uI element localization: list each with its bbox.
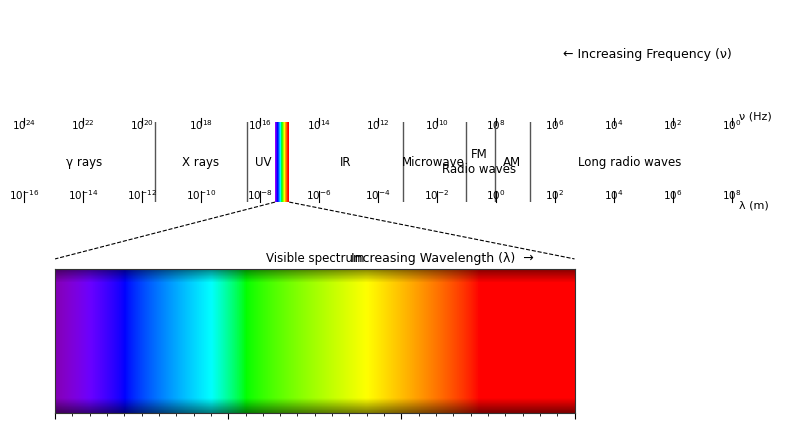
- Text: $10^{2}$: $10^{2}$: [545, 188, 564, 202]
- Text: $10^{4}$: $10^{4}$: [604, 188, 623, 202]
- Text: $10^{-16}$: $10^{-16}$: [9, 188, 39, 202]
- Text: $10^{8}$: $10^{8}$: [486, 118, 505, 132]
- Text: $10^{6}$: $10^{6}$: [545, 118, 564, 132]
- Bar: [278, 122, 279, 202]
- Bar: [276, 122, 277, 202]
- Text: $10^{-6}$: $10^{-6}$: [306, 188, 331, 202]
- Bar: [287, 122, 288, 202]
- Bar: [285, 122, 286, 202]
- Text: γ rays: γ rays: [65, 156, 102, 168]
- Text: $10^{12}$: $10^{12}$: [366, 118, 390, 132]
- Text: $10^{-2}$: $10^{-2}$: [424, 188, 449, 202]
- Text: Increasing Wavelength (λ)  →: Increasing Wavelength (λ) →: [351, 253, 534, 265]
- Text: IR: IR: [340, 156, 352, 168]
- Text: UV: UV: [255, 156, 272, 168]
- Text: Long radio waves: Long radio waves: [578, 156, 681, 168]
- Bar: [280, 122, 281, 202]
- Text: $10^{22}$: $10^{22}$: [71, 118, 94, 132]
- Text: $10^{10}$: $10^{10}$: [425, 118, 449, 132]
- Text: λ (m): λ (m): [739, 201, 769, 211]
- Text: FM
Radio waves: FM Radio waves: [442, 148, 516, 176]
- Text: $10^{-8}$: $10^{-8}$: [247, 188, 272, 202]
- Text: $10^{2}$: $10^{2}$: [663, 118, 682, 132]
- Text: X rays: X rays: [182, 156, 220, 168]
- Text: $10^{0}$: $10^{0}$: [486, 188, 505, 202]
- Bar: [282, 122, 283, 202]
- Text: $10^{-14}$: $10^{-14}$: [68, 188, 98, 202]
- Bar: [281, 122, 282, 202]
- Bar: [283, 122, 285, 202]
- Text: $10^{24}$: $10^{24}$: [12, 118, 35, 132]
- Text: $10^{0}$: $10^{0}$: [722, 118, 741, 132]
- Text: $10^{18}$: $10^{18}$: [189, 118, 212, 132]
- Text: $10^{14}$: $10^{14}$: [307, 118, 331, 132]
- Bar: [275, 122, 276, 202]
- Text: Microwave: Microwave: [401, 156, 464, 168]
- Bar: [277, 122, 278, 202]
- Text: $10^{6}$: $10^{6}$: [663, 188, 682, 202]
- Text: $10^{16}$: $10^{16}$: [248, 118, 272, 132]
- Text: Visible spectrum: Visible spectrum: [265, 252, 364, 265]
- Bar: [279, 122, 280, 202]
- Text: $10^{8}$: $10^{8}$: [722, 188, 741, 202]
- Text: $10^{-4}$: $10^{-4}$: [365, 188, 390, 202]
- Text: $10^{4}$: $10^{4}$: [604, 118, 623, 132]
- Text: $10^{-10}$: $10^{-10}$: [186, 188, 216, 202]
- Text: ← Increasing Frequency (ν): ← Increasing Frequency (ν): [563, 48, 732, 61]
- Text: $10^{-12}$: $10^{-12}$: [127, 188, 157, 202]
- Text: ν (Hz): ν (Hz): [739, 112, 772, 122]
- Text: AM: AM: [503, 156, 521, 168]
- Bar: [286, 122, 287, 202]
- Text: $10^{20}$: $10^{20}$: [130, 118, 153, 132]
- Bar: [288, 122, 290, 202]
